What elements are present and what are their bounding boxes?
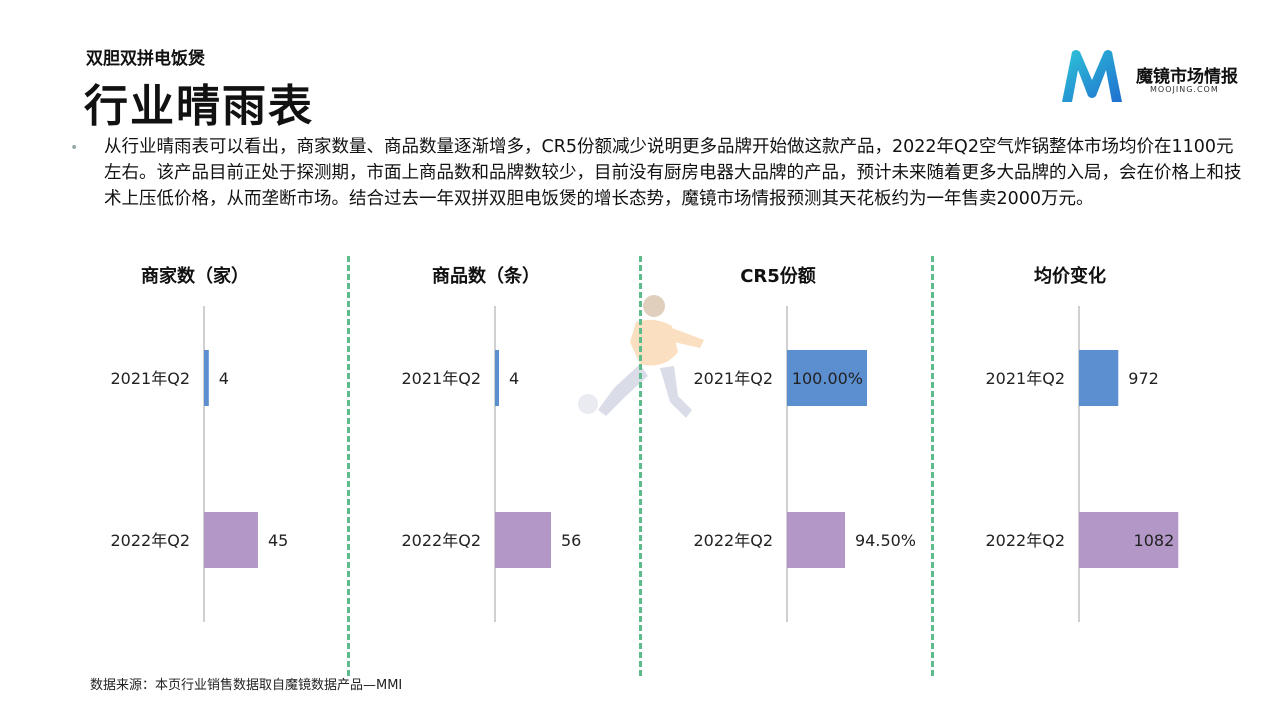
brand-logo: 魔镜市场情报 MOOJING.COM <box>1058 46 1248 108</box>
moojing-logo-icon <box>1062 50 1122 102</box>
bar-2021q2 <box>787 350 867 406</box>
brand-name: 魔镜市场情报 <box>1136 67 1238 87</box>
bar-2022q2 <box>495 512 551 568</box>
page-subtitle: 双胆双拼电饭煲 <box>86 49 205 69</box>
data-label: 4 <box>509 369 519 388</box>
chart-title: CR5份额 <box>740 266 816 287</box>
chart-panel-products: 商品数（条） 2021年Q2 4 2022年Q2 56 <box>341 262 631 632</box>
category-label: 2022年Q2 <box>694 531 774 550</box>
bar-2022q2 <box>204 512 258 568</box>
category-label: 2021年Q2 <box>402 369 482 388</box>
chart-title: 商品数（条） <box>432 266 540 287</box>
data-label: 1082 <box>1134 531 1175 550</box>
category-label: 2021年Q2 <box>986 369 1066 388</box>
divider-1 <box>347 256 350 676</box>
data-label: 972 <box>1128 369 1159 388</box>
category-label: 2021年Q2 <box>694 369 774 388</box>
divider-3 <box>931 256 934 676</box>
divider-2 <box>639 256 642 676</box>
summary-paragraph: 从行业晴雨表可以看出，商家数量、商品数量逐渐增多，CR5份额减少说明更多品牌开始… <box>104 137 1242 209</box>
chart-panel-avg-price: 均价变化 2021年Q2 972 2022年Q2 1082 <box>925 262 1215 632</box>
football-player-illustration <box>578 295 704 418</box>
bar-2021q2 <box>1079 350 1119 406</box>
page-title: 行业晴雨表 <box>84 81 314 132</box>
bar-2021q2 <box>495 350 499 406</box>
category-label: 2021年Q2 <box>111 369 191 388</box>
chart-products: 2021年Q2 4 2022年Q2 56 <box>402 306 581 622</box>
data-label: 100.00% <box>792 369 863 388</box>
data-label: 56 <box>561 531 581 550</box>
category-label: 2022年Q2 <box>402 531 482 550</box>
brand-domain: MOOJING.COM <box>1150 85 1219 94</box>
data-label: 4 <box>219 369 229 388</box>
chart-panel-cr5: CR5份额 2021年Q2 100.00% 2022年Q2 94.50% <box>633 262 923 632</box>
bar-2022q2 <box>787 512 845 568</box>
bar-2021q2 <box>204 350 209 406</box>
chart-title: 商家数（家） <box>141 266 249 287</box>
chart-merchants: 2021年Q2 4 2022年Q2 45 <box>111 306 288 622</box>
data-source-note: 数据来源：本页行业销售数据取自魔镜数据产品—MMI <box>90 678 403 693</box>
category-label: 2022年Q2 <box>111 531 191 550</box>
data-label: 94.50% <box>855 531 916 550</box>
chart-avg-price: 2021年Q2 972 2022年Q2 1082 <box>986 306 1179 622</box>
data-label: 45 <box>268 531 288 550</box>
chart-title: 均价变化 <box>1034 266 1106 287</box>
chart-cr5: 2021年Q2 100.00% 2022年Q2 94.50% <box>694 306 916 622</box>
chart-panel-merchants: 商家数（家） 2021年Q2 4 2022年Q2 45 <box>50 262 340 632</box>
bar-2022q2 <box>1079 512 1179 568</box>
bullet-dot: • <box>70 140 79 156</box>
category-label: 2022年Q2 <box>986 531 1066 550</box>
